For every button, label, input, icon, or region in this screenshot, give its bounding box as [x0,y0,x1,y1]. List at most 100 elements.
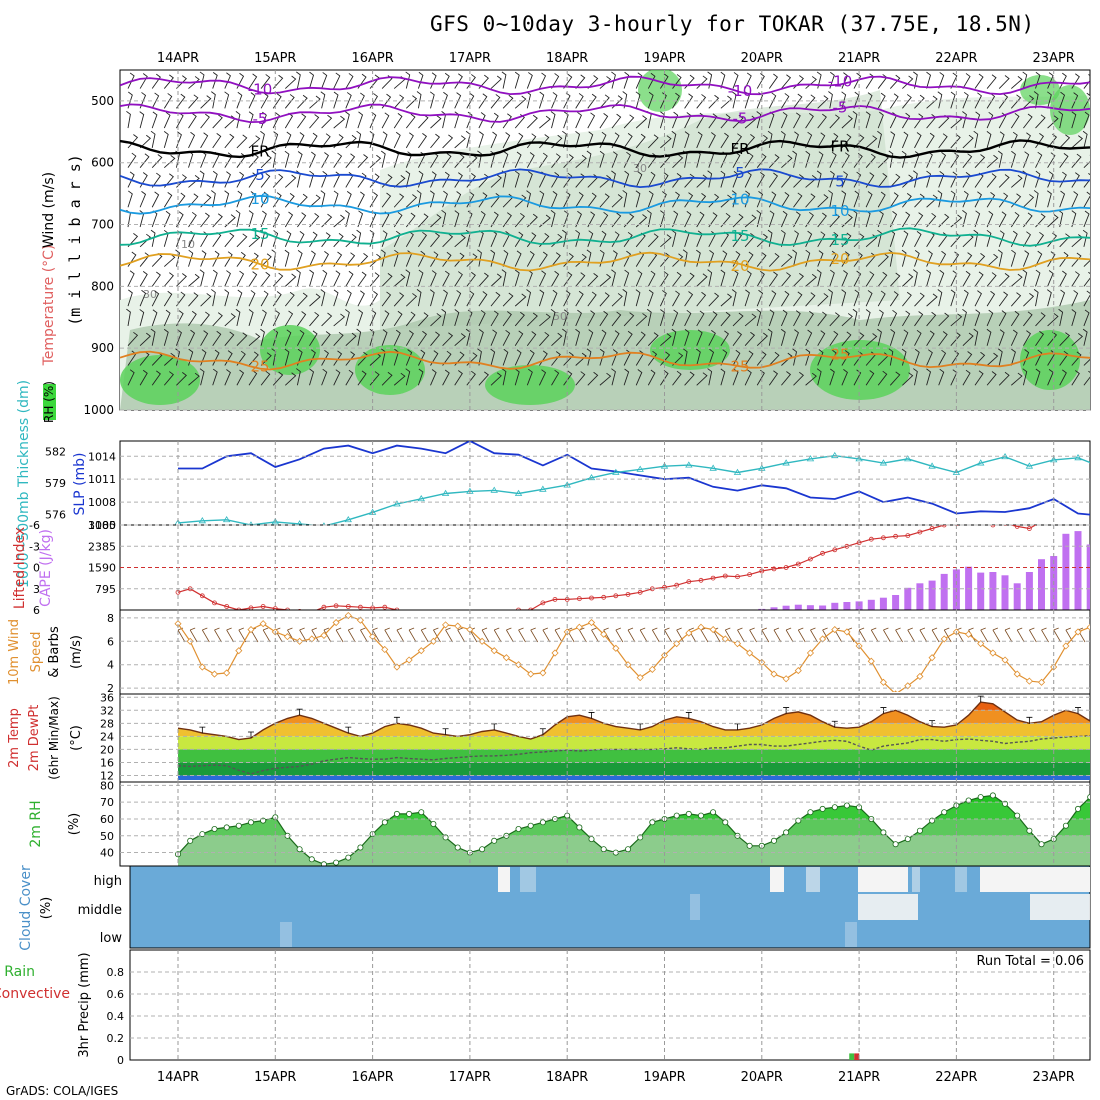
temp-minmax-marker [345,726,352,734]
wind-barb [1058,111,1064,129]
precip-tick: 0.2 [107,1032,125,1045]
wind-speed-point [721,635,729,643]
wind-barb [563,73,573,89]
wind-speed-point [894,690,898,692]
wind-barb [381,310,390,327]
wind-barb [309,231,318,248]
wind-barb [756,153,767,168]
rh2m-point [1087,794,1090,801]
wind-barb [877,92,886,109]
wind-barb [1035,368,1041,386]
wind-barb [1058,308,1064,327]
wind-barb [514,311,525,327]
wind-barb [817,212,827,228]
wind-barb [442,251,452,267]
wind-barb [321,368,328,386]
wind-barb [587,329,594,346]
wind-barb [974,73,984,89]
wind-barb [950,313,963,327]
wind-barb [551,73,560,89]
thickness-point [514,489,523,496]
wind-barb [997,150,1003,168]
wind-barb [914,329,922,346]
wind-barb [671,229,677,247]
wind-barb [768,92,777,109]
wind-barb [720,349,728,366]
temp-minmax-marker [199,726,206,734]
wind-tick: 6 [107,635,114,648]
li-point [735,574,740,580]
wind-barb [490,94,501,109]
wind-barb [1023,231,1031,248]
wind-barb [841,214,853,228]
wind-barb [611,293,623,307]
slp-tick: 1011 [88,473,116,486]
wind-barb [1022,269,1028,287]
wind-speed-point [405,656,413,664]
wind-barb [188,292,199,307]
wind-barb [817,95,829,109]
wind-barb [1071,92,1079,109]
wind-barb [914,311,924,327]
rh2m-point [941,809,948,816]
wind-speed-point [478,637,486,645]
wind-barb [393,113,403,129]
wind-barb [950,289,956,307]
temp-contour [120,75,1090,96]
wind-barb [756,111,762,129]
wind-barb [926,349,933,366]
wind-barb [284,249,290,267]
wind-barb [333,214,346,228]
wind-barb [950,214,963,228]
wind-barb [635,91,641,109]
temp-contour-label: 5 [735,164,745,182]
temp-contour-label: -10 [828,73,853,91]
wind-barb [478,131,484,149]
wind-barb [333,152,343,168]
wind-speed-point [624,661,632,669]
wind-barb [563,290,571,307]
cloud-label: Cloud Cover [18,865,34,951]
wind-barb [490,310,499,327]
wind-barb [284,75,297,89]
wind-barb [865,111,871,129]
wind-barb [1010,113,1020,129]
wind-barb [260,172,271,188]
wind-barb [224,91,230,109]
wind-barb [551,351,561,366]
thickness-point [733,468,742,475]
wind-barb [1083,253,1090,267]
wind-barb [466,309,473,327]
wind-barb [720,71,726,89]
wind-barb [333,233,344,248]
wind-barb [151,172,161,188]
wind-barb [635,313,648,327]
slp-label: SLP (mb) [72,452,88,515]
wind-barb [1059,251,1069,267]
li-point [552,597,558,602]
wind-barb [1071,172,1080,188]
wind-barb [345,210,350,228]
wind-barb [309,293,321,307]
wind-barb [732,72,739,89]
wind-barb [877,229,882,247]
wind-barb [938,312,950,327]
wind-barb [575,93,584,109]
wind-barb [635,171,643,188]
wind-barb [684,291,694,307]
li-point [1014,525,1020,529]
li-point [589,595,594,601]
wind-barb [587,112,596,129]
wind-barb [635,115,648,129]
wind-barb [660,271,669,287]
rh2m-point [880,829,887,836]
wind-barb [357,92,365,109]
wind-barb [490,75,502,89]
rh2m-point [1075,805,1082,812]
wind-barb [163,131,169,149]
thickness-point [1074,454,1082,461]
temp-contour-label: 5 [835,172,845,190]
wind-barb [381,230,388,247]
